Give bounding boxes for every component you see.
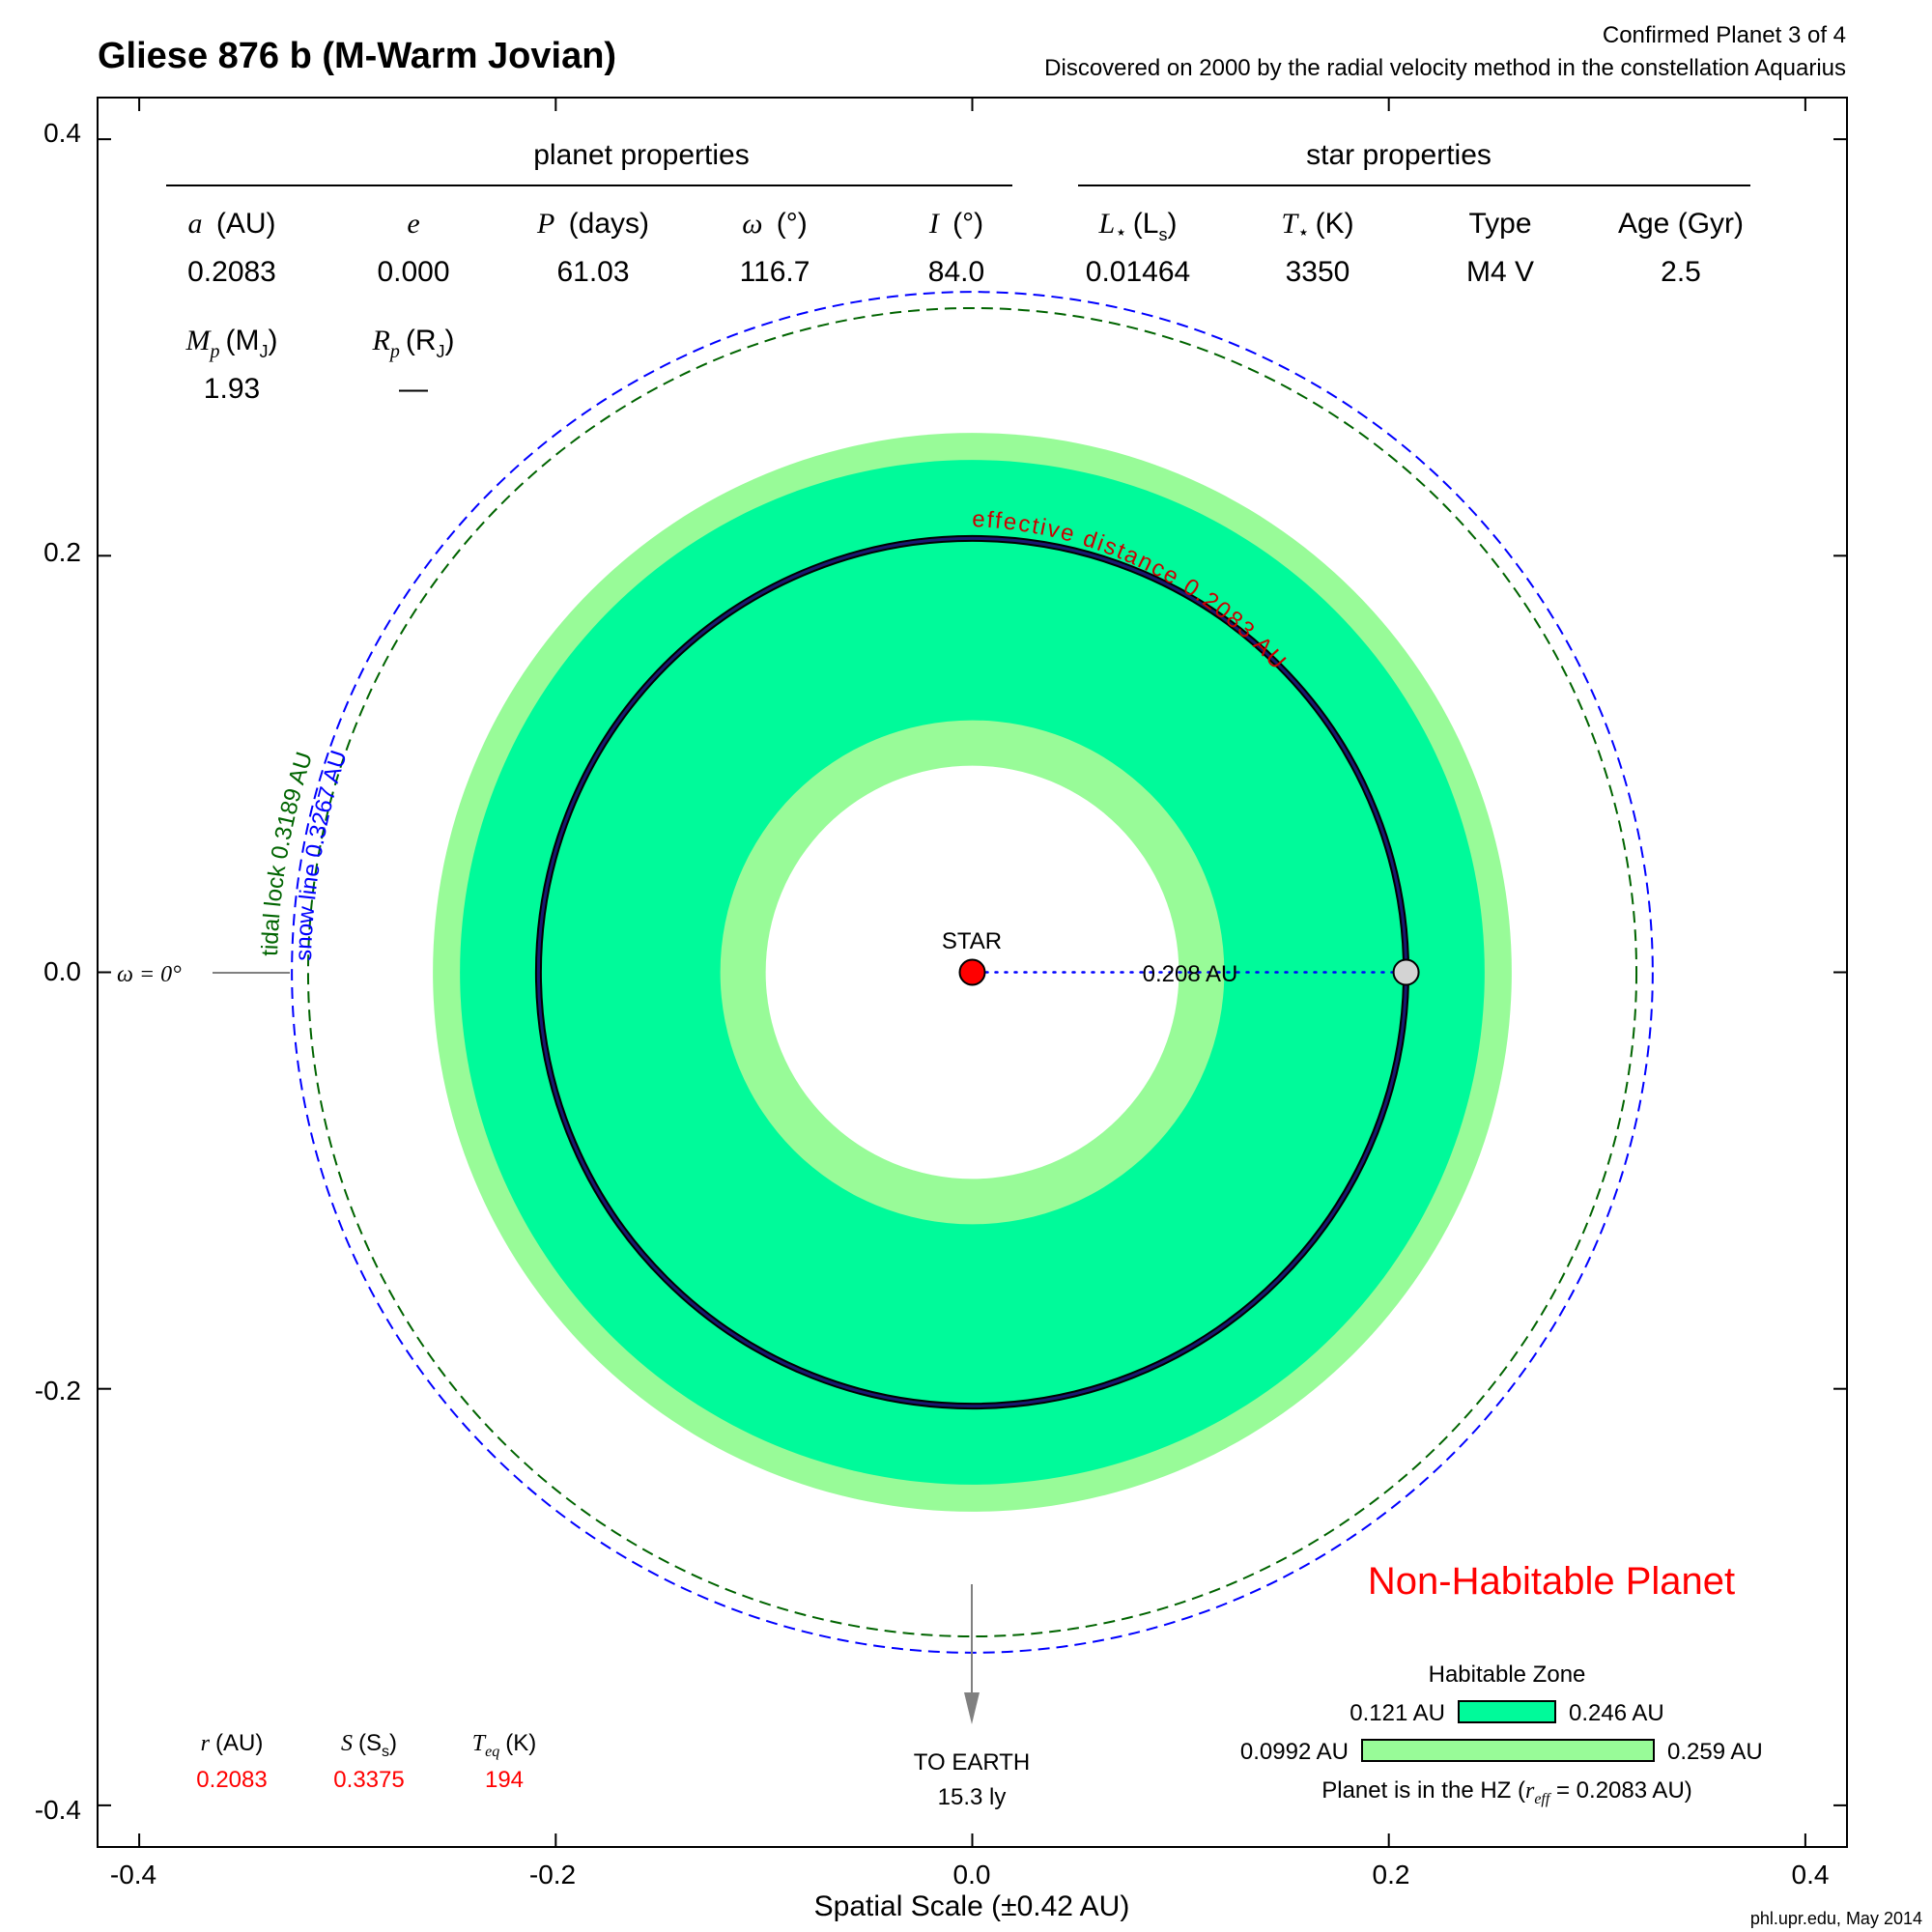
value-luminosity: 0.01464 xyxy=(1086,256,1190,288)
cons-inner-label: 0.121 AU xyxy=(1350,1700,1445,1726)
value-omega: 116.7 xyxy=(740,256,810,288)
temperature-header: T⋆(K) xyxy=(1281,208,1353,243)
chart-title: Gliese 876 b (M-Warm Jovian) xyxy=(98,36,616,76)
discovery-info: Discovered on 2000 by the radial velocit… xyxy=(1044,55,1846,81)
star-properties-heading: star properties xyxy=(1306,139,1492,171)
conservative-hz-swatch xyxy=(1459,1701,1555,1722)
planet-marker xyxy=(1394,960,1419,985)
value-r: 0.2083 xyxy=(196,1767,267,1793)
s-header: S(Ss) xyxy=(341,1730,397,1760)
star-marker xyxy=(960,960,985,985)
to-earth-label: TO EARTH xyxy=(914,1749,1030,1776)
planet-index: Confirmed Planet 3 of 4 xyxy=(1603,22,1846,48)
value-type: M4 V xyxy=(1466,256,1534,288)
opt-outer-label: 0.259 AU xyxy=(1667,1739,1763,1765)
y-tick-label: 0.0 xyxy=(43,956,81,986)
x-tick-label: 0.2 xyxy=(1373,1860,1410,1889)
y-tick-label: -0.4 xyxy=(35,1795,81,1825)
type-header: Type xyxy=(1468,208,1531,240)
x-tick-label: -0.4 xyxy=(110,1860,156,1889)
cons-outer-label: 0.246 AU xyxy=(1569,1700,1664,1726)
planet-properties-heading: planet properties xyxy=(533,139,749,171)
y-tick-labels: 0.4 0.2 0.0 -0.2 -0.4 xyxy=(35,118,81,1825)
value-p: 61.03 xyxy=(556,256,629,288)
x-tick-label: 0.0 xyxy=(953,1860,991,1889)
y-tick-label: 0.4 xyxy=(43,118,81,148)
value-radius: — xyxy=(399,373,428,405)
col-p-header: P (days) xyxy=(536,208,649,240)
age-header: Age (Gyr) xyxy=(1618,208,1744,240)
planet-distance-label: 0.208 AU xyxy=(1143,961,1238,987)
x-tick-labels: -0.4 -0.2 0.0 0.2 0.4 xyxy=(110,1860,1830,1889)
omega-label: ω = 0° xyxy=(117,962,182,987)
optimistic-hz-swatch xyxy=(1362,1740,1654,1761)
y-tick-label: 0.2 xyxy=(43,537,81,567)
value-e: 0.000 xyxy=(377,256,449,288)
opt-inner-label: 0.0992 AU xyxy=(1240,1739,1349,1765)
earth-distance: 15.3 ly xyxy=(938,1784,1007,1810)
credit: phl.upr.edu, May 2014 xyxy=(1750,1909,1922,1928)
value-s: 0.3375 xyxy=(333,1767,404,1793)
col-a-header: a (AU) xyxy=(188,208,276,240)
value-a: 0.2083 xyxy=(187,256,276,288)
star-label: STAR xyxy=(942,928,1002,954)
x-tick-label: -0.2 xyxy=(529,1860,576,1889)
habitability-status: Non-Habitable Planet xyxy=(1368,1560,1735,1603)
col-i-header: I (°) xyxy=(928,208,983,240)
value-mass: 1.93 xyxy=(204,373,260,405)
x-tick-label: 0.4 xyxy=(1792,1860,1830,1889)
value-teq: 194 xyxy=(485,1767,524,1793)
col-e-header: e xyxy=(407,208,419,240)
x-axis-label: Spatial Scale (±0.42 AU) xyxy=(814,1890,1130,1922)
hz-legend-title: Habitable Zone xyxy=(1429,1662,1586,1688)
hz-note: Planet is in the HZ (reff = 0.2083 AU) xyxy=(1321,1777,1692,1807)
value-i: 84.0 xyxy=(928,256,984,288)
value-age: 2.5 xyxy=(1661,256,1701,288)
y-tick-label: -0.2 xyxy=(35,1376,81,1406)
value-temperature: 3350 xyxy=(1286,256,1350,288)
